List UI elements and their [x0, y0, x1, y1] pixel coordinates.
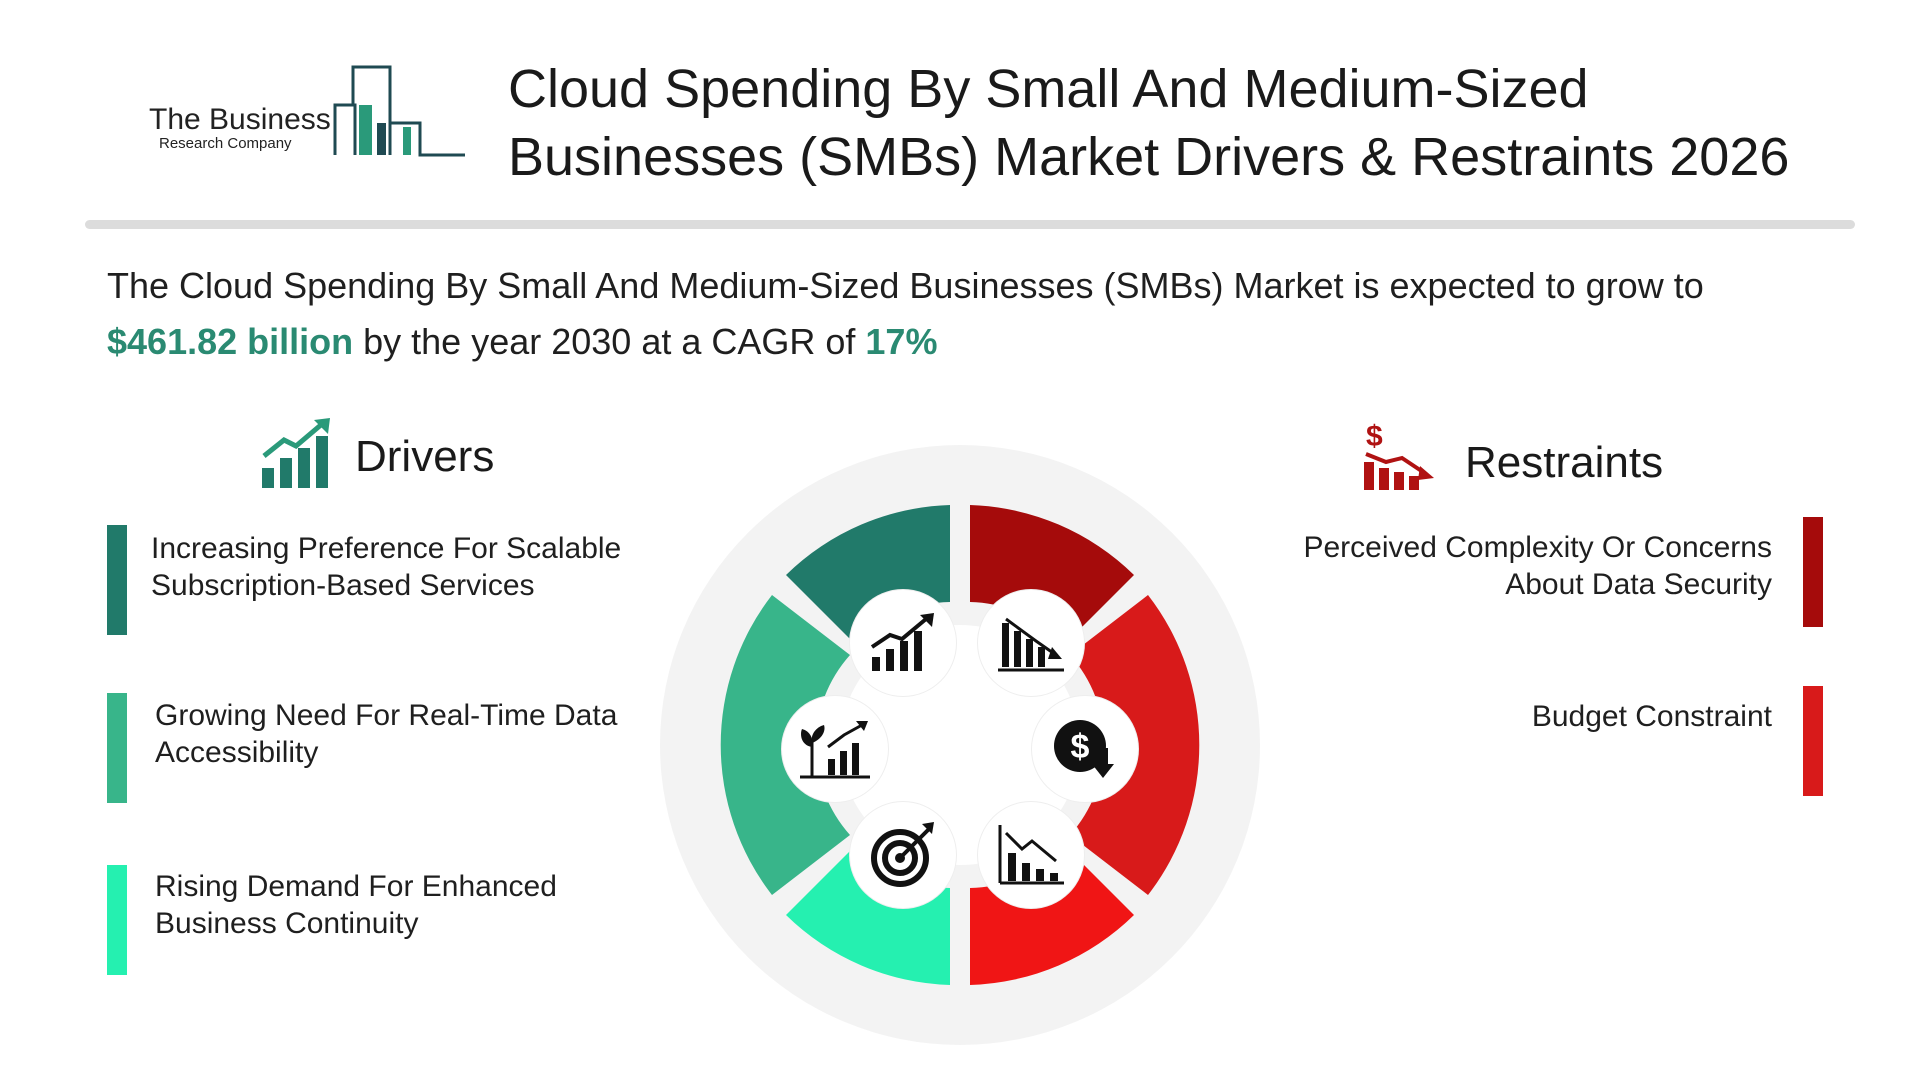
driver-item-3: Rising Demand For Enhanced Business Cont…	[155, 868, 675, 942]
restraint-item-1-line-2: About Data Security	[1505, 568, 1772, 601]
restraint-item-2: Budget Constraint	[1200, 698, 1772, 735]
driver-item-3-line-2: Business Continuity	[155, 907, 419, 940]
declining-chart-icon	[978, 590, 1084, 696]
dollar-down-icon: $	[1032, 696, 1138, 802]
driver-item-2: Growing Need For Real-Time Data Accessib…	[155, 697, 675, 771]
restraint-item-1: Perceived Complexity Or Concerns About D…	[1200, 529, 1772, 603]
line-chart-down-icon	[978, 802, 1084, 908]
growth-chart-icon	[850, 590, 956, 696]
target-icon	[850, 802, 956, 908]
driver-bar-2	[107, 693, 127, 803]
drivers-title: Drivers	[355, 432, 495, 481]
logo-subtitle: Research Company	[159, 135, 292, 152]
driver-item-2-line-1: Growing Need For Real-Time Data	[155, 699, 618, 732]
market-summary: The Cloud Spending By Small And Medium-S…	[107, 258, 1887, 370]
drivers-restraints-wheel: $	[660, 445, 1260, 1045]
page-title: Cloud Spending By Small And Medium-Sized…	[508, 55, 1898, 191]
restraints-title: Restraints	[1465, 438, 1664, 487]
title-line-2: Businesses (SMBs) Market Drivers & Restr…	[508, 127, 1790, 187]
driver-item-1: Increasing Preference For Scalable Subsc…	[151, 530, 671, 604]
driver-item-1-line-1: Increasing Preference For Scalable	[151, 532, 622, 565]
summary-lead: The Cloud Spending By Small And Medium-S…	[107, 265, 1704, 306]
restraint-bar-2	[1803, 686, 1823, 796]
svg-text:$: $	[1366, 420, 1383, 453]
cagr-value: 17%	[865, 321, 938, 362]
driver-bar-1	[107, 525, 127, 635]
title-line-1: Cloud Spending By Small And Medium-Sized	[508, 59, 1589, 119]
driver-item-3-line-1: Rising Demand For Enhanced	[155, 870, 557, 903]
wheel-segments	[660, 445, 1260, 1045]
restraint-item-1-line-1: Perceived Complexity Or Concerns	[1303, 531, 1772, 564]
restraints-chart-icon: $	[1364, 420, 1434, 490]
header-divider	[85, 220, 1855, 229]
driver-bar-3	[107, 865, 127, 975]
restraint-bar-1	[1803, 517, 1823, 627]
drivers-chart-icon	[262, 418, 330, 488]
company-logo: The Business Research Company	[145, 55, 475, 170]
driver-item-2-line-2: Accessibility	[155, 736, 319, 769]
summary-mid: by the year 2030 at a CAGR of	[353, 321, 866, 362]
svg-text:$: $	[1071, 728, 1090, 766]
logo-name: The Business	[149, 103, 331, 136]
driver-item-1-line-2: Subscription-Based Services	[151, 569, 535, 602]
market-value: $461.82 billion	[107, 321, 354, 362]
restraint-item-2-line-1: Budget Constraint	[1531, 700, 1772, 733]
logo-buildings-icon	[333, 65, 465, 157]
plant-growth-icon	[782, 696, 888, 802]
